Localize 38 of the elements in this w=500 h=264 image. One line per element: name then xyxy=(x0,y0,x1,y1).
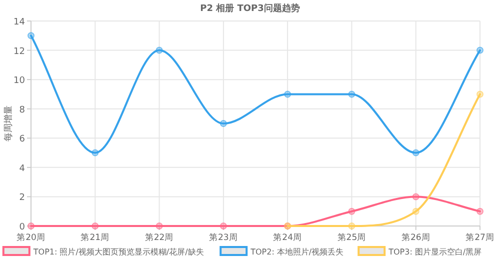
chart-title: P2 相册 TOP3问题趋势 xyxy=(200,3,300,14)
legend-label: TOP3: 图片显示空白/黑屏 xyxy=(388,248,482,256)
point xyxy=(476,208,484,215)
y-tick-label: 10 xyxy=(14,76,26,86)
y-tick-label: 0 xyxy=(19,222,26,232)
point xyxy=(156,222,163,230)
x-tick-label: 第26周 xyxy=(401,232,430,243)
point xyxy=(412,193,420,200)
y-tick-label: 4 xyxy=(19,164,26,174)
point xyxy=(412,208,420,215)
point xyxy=(348,208,356,215)
x-tick-label: 第27周 xyxy=(466,232,494,243)
point xyxy=(348,90,356,98)
point xyxy=(348,222,356,230)
point xyxy=(92,222,99,230)
x-tick-label: 第22周 xyxy=(144,232,174,243)
x-tick-label: 第21周 xyxy=(80,232,110,243)
point xyxy=(28,32,34,40)
x-tick-label: 第23周 xyxy=(209,232,238,243)
y-tick-label: 8 xyxy=(19,105,26,116)
legend-label: TOP1: 照片/视频大图页预览显示模糊/花屏/缺失 xyxy=(32,248,204,256)
x-tick-label: 第24周 xyxy=(273,232,302,243)
x-tick-label: 第25周 xyxy=(337,232,366,243)
point xyxy=(92,149,99,156)
point xyxy=(476,90,484,98)
y-axis-title: 每周增量 xyxy=(3,106,14,142)
point xyxy=(476,46,484,54)
legend-label: TOP2: 本地照片/视频丢失 xyxy=(250,248,344,256)
point xyxy=(156,46,163,54)
y-tick-label: 12 xyxy=(14,46,25,57)
x-tick-label: 第20周 xyxy=(16,232,46,243)
point xyxy=(284,90,292,98)
point xyxy=(412,149,420,156)
point xyxy=(220,222,227,230)
y-tick-label: 14 xyxy=(14,18,26,28)
point xyxy=(220,120,227,127)
y-tick-label: 6 xyxy=(19,134,26,145)
y-tick-label: 2 xyxy=(19,193,25,204)
